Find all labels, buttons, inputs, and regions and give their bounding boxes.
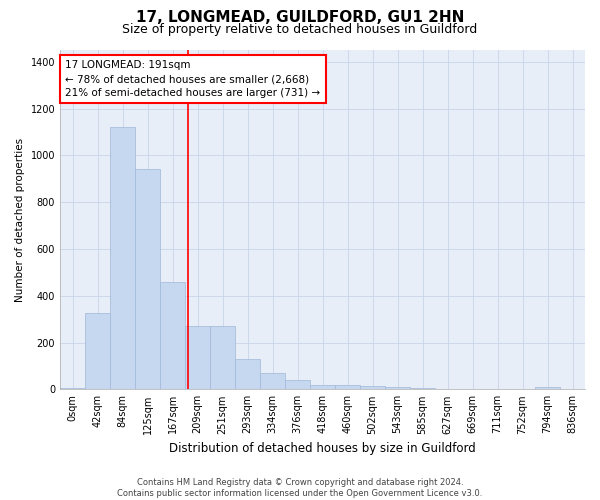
Text: 17, LONGMEAD, GUILDFORD, GU1 2HN: 17, LONGMEAD, GUILDFORD, GU1 2HN	[136, 10, 464, 25]
Bar	[185, 326, 210, 390]
Bar	[60, 388, 85, 390]
Bar	[335, 384, 360, 390]
Text: Contains HM Land Registry data © Crown copyright and database right 2024.
Contai: Contains HM Land Registry data © Crown c…	[118, 478, 482, 498]
Bar	[385, 387, 410, 390]
Bar	[435, 388, 460, 390]
Bar	[560, 388, 585, 390]
Bar	[260, 373, 285, 390]
Bar	[360, 386, 385, 390]
Bar	[285, 380, 310, 390]
Bar	[110, 127, 135, 390]
Text: Size of property relative to detached houses in Guildford: Size of property relative to detached ho…	[122, 22, 478, 36]
Bar	[85, 314, 110, 390]
Bar	[410, 388, 435, 390]
Bar	[535, 388, 560, 390]
Bar	[235, 359, 260, 390]
Y-axis label: Number of detached properties: Number of detached properties	[15, 138, 25, 302]
Bar	[135, 170, 160, 390]
X-axis label: Distribution of detached houses by size in Guildford: Distribution of detached houses by size …	[169, 442, 476, 455]
Bar	[310, 384, 335, 390]
Bar	[160, 282, 185, 390]
Text: 17 LONGMEAD: 191sqm
← 78% of detached houses are smaller (2,668)
21% of semi-det: 17 LONGMEAD: 191sqm ← 78% of detached ho…	[65, 60, 320, 98]
Bar	[210, 326, 235, 390]
